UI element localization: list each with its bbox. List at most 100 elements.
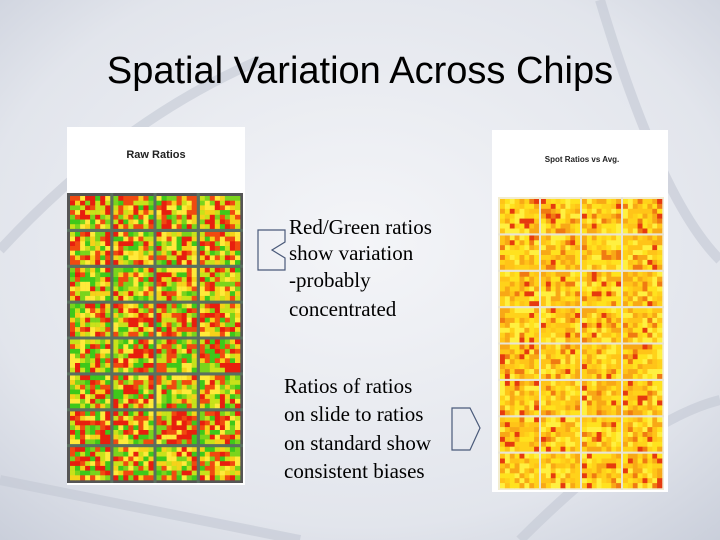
- heatmap-cell: [75, 456, 81, 462]
- heatmap-cell: [555, 264, 561, 270]
- heatmap-cell: [623, 400, 629, 406]
- heatmap-cell: [113, 425, 119, 431]
- heatmap-cell: [509, 436, 515, 443]
- heatmap-cell: [637, 218, 643, 224]
- heatmap-cell: [181, 398, 187, 404]
- heatmap-cell: [611, 417, 617, 423]
- heatmap-cell: [524, 468, 530, 474]
- heatmap-cell: [591, 264, 597, 270]
- heatmap-cell: [575, 478, 581, 484]
- heatmap-cell: [191, 363, 197, 368]
- heatmap-cell: [575, 349, 581, 355]
- heatmap-cell: [186, 451, 192, 457]
- heatmap-cell: [514, 286, 520, 292]
- heatmap-cell: [647, 313, 653, 319]
- heatmap-cell: [214, 470, 221, 476]
- heatmap-cell: [85, 236, 91, 242]
- heatmap-cell: [601, 458, 607, 464]
- heatmap-cell: [582, 259, 588, 266]
- heatmap-cell: [85, 308, 91, 314]
- heatmap-cell: [534, 463, 540, 469]
- heatmap-cell: [591, 436, 597, 443]
- heatmap-cell: [616, 483, 622, 489]
- heatmap-cell: [219, 475, 226, 481]
- heatmap-cell: [601, 483, 607, 489]
- heatmap-cell: [224, 281, 231, 287]
- heatmap-cell: [504, 322, 511, 329]
- heatmap-cell: [637, 446, 643, 452]
- heatmap-cell: [181, 313, 187, 318]
- heatmap-cell: [138, 317, 144, 323]
- heatmap-cell: [143, 420, 149, 426]
- heatmap-cell: [500, 390, 506, 396]
- heatmap-cell: [565, 337, 571, 343]
- heatmap-cell: [80, 465, 86, 471]
- heatmap-cell: [229, 214, 236, 220]
- heatmap-cell: [229, 394, 236, 400]
- heatmap-cell: [565, 369, 571, 375]
- heatmap-cell: [560, 354, 566, 360]
- heatmap-cell: [555, 199, 561, 205]
- heatmap-cell: [171, 358, 177, 364]
- heatmap-cell: [90, 231, 96, 237]
- heatmap-cell: [534, 446, 540, 452]
- heatmap-cell: [191, 348, 197, 354]
- heatmap-cell: [575, 223, 581, 229]
- heatmap-cell: [176, 475, 182, 481]
- heatmap-cell: [652, 453, 658, 459]
- heatmap-cell: [606, 422, 612, 428]
- heatmap-cell: [637, 390, 643, 396]
- heatmap-cell: [181, 291, 187, 297]
- heatmap-cell: [560, 264, 566, 270]
- heatmap-cell: [166, 260, 172, 266]
- heatmap-cell: [113, 219, 119, 225]
- heatmap-cell: [632, 478, 638, 484]
- heatmap-cell: [148, 313, 154, 318]
- heatmap-cell: [143, 394, 149, 400]
- heatmap-cell: [606, 369, 612, 375]
- heatmap-cell: [582, 422, 588, 428]
- heatmap-cell: [545, 468, 552, 474]
- heatmap-cell: [70, 348, 76, 354]
- heatmap-cell: [191, 272, 197, 278]
- heatmap-cell: [637, 359, 643, 365]
- heatmap-cell: [90, 205, 96, 211]
- heatmap-cell: [148, 303, 154, 309]
- heatmap-cell: [550, 213, 556, 219]
- heatmap-cell: [647, 271, 653, 277]
- heatmap-cell: [647, 349, 653, 355]
- heatmap-cell: [596, 453, 602, 459]
- heatmap-cell: [199, 465, 206, 471]
- heatmap-cell: [209, 380, 216, 386]
- heatmap-cell: [156, 348, 162, 354]
- heatmap-cell: [555, 271, 561, 277]
- heatmap-cell: [75, 231, 81, 237]
- heatmap-cell: [560, 228, 566, 234]
- heatmap-cell: [166, 313, 172, 318]
- heatmap-cell: [637, 286, 643, 292]
- heatmap-cell: [75, 411, 81, 417]
- heatmap-cell: [534, 203, 540, 210]
- heatmap-cell: [642, 203, 648, 210]
- heatmap-cell: [176, 291, 182, 297]
- note-line: show variation: [289, 241, 414, 265]
- heatmap-cell: [504, 228, 511, 234]
- heatmap-cell: [627, 395, 634, 401]
- heatmap-cell: [623, 422, 629, 428]
- heatmap-cell: [166, 358, 172, 364]
- heatmap-cell: [186, 267, 192, 273]
- heatmap-cell: [591, 313, 597, 319]
- heatmap-cell: [118, 430, 124, 435]
- heatmap-cell: [514, 478, 520, 484]
- heatmap-cell: [560, 390, 566, 396]
- heatmap-cell: [627, 259, 634, 266]
- heatmap-cell: [70, 313, 76, 318]
- heatmap-cell: [138, 313, 144, 318]
- heatmap-cell: [156, 439, 162, 445]
- heatmap-cell: [545, 199, 552, 205]
- heatmap-cell: [616, 349, 622, 355]
- heatmap-cell: [545, 478, 552, 484]
- heatmap-cell: [113, 308, 119, 314]
- heatmap-cell: [534, 364, 540, 370]
